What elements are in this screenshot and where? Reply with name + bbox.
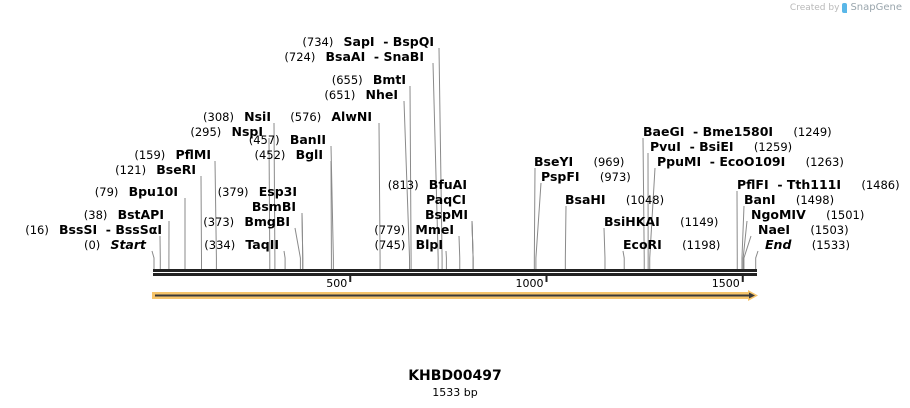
ruler-tick xyxy=(545,276,548,282)
restriction-site-label[interactable]: (734) SapI - BspQI xyxy=(302,31,434,50)
site-line xyxy=(283,250,286,269)
restriction-site-label[interactable]: BsaHI (1048) xyxy=(565,189,664,208)
restriction-site-label[interactable]: (16) BssSI - BssSαI xyxy=(25,219,162,238)
site-line xyxy=(409,85,412,269)
restriction-site-label[interactable]: (651) NheI xyxy=(324,84,398,103)
site-line xyxy=(642,137,645,269)
restriction-site-label[interactable]: BanI (1498) xyxy=(744,189,834,208)
credit-brand: SnapGene xyxy=(850,2,902,13)
restriction-site-label[interactable]: (38) BstAPI xyxy=(84,204,164,223)
ruler-ticks: 500 1000 1500 xyxy=(326,276,744,290)
restriction-site-label[interactable]: (121) BseRI xyxy=(115,159,196,178)
site-line xyxy=(378,122,381,269)
site-labels: (0) Start(16) BssSI - BssSαI(38) BstAPI (… xyxy=(25,31,900,253)
site-line xyxy=(742,220,748,269)
restriction-site-label[interactable]: (452) BglI xyxy=(254,144,323,163)
site-line xyxy=(330,145,334,269)
site-line xyxy=(535,182,542,269)
restriction-site-label[interactable]: NgoMIV (1501) xyxy=(751,204,864,223)
site-line xyxy=(294,227,301,269)
site-line xyxy=(214,160,217,269)
snapgene-logo-icon xyxy=(842,2,848,13)
restriction-site-label[interactable]: (379) Esp3I xyxy=(218,181,297,200)
restriction-site-label[interactable]: (457) BanII xyxy=(249,129,326,148)
site-line xyxy=(151,250,155,269)
site-line xyxy=(438,47,443,269)
ruler-tick xyxy=(741,276,744,282)
restriction-site-label[interactable]: (79) Bpu10I xyxy=(95,181,178,200)
restriction-site-label[interactable]: (813) BfuAI xyxy=(388,174,467,193)
snapgene-credit: Created by SnapGene xyxy=(790,2,902,13)
restriction-site-label[interactable]: End (1533) xyxy=(765,234,850,253)
restriction-site-label[interactable]: (745) BlpI xyxy=(374,234,443,253)
site-line xyxy=(755,250,759,269)
restriction-site-label[interactable]: (779) MmeI xyxy=(374,219,454,238)
restriction-site-label[interactable]: (0) Start xyxy=(84,234,147,253)
restriction-site-label[interactable]: BseYI (969) xyxy=(534,151,624,170)
restriction-site-label[interactable]: BsiHKAI (1149) xyxy=(604,211,718,230)
restriction-site-label[interactable]: (295) NspI xyxy=(190,121,263,140)
ruler-tick xyxy=(349,276,352,282)
site-line xyxy=(743,235,752,269)
credit-prefix: Created by xyxy=(789,2,840,13)
ruler-tick-label: 1000 xyxy=(516,277,544,290)
site-line xyxy=(273,122,276,269)
site-line xyxy=(458,235,461,269)
site-line xyxy=(268,137,271,269)
dna-backbone xyxy=(153,269,757,276)
sequence-name: KHBD00497 xyxy=(408,368,502,384)
site-line xyxy=(471,220,474,269)
ruler-tick-label: 500 xyxy=(326,277,347,290)
restriction-site-label[interactable]: (373) BmgBI xyxy=(203,211,290,230)
site-line xyxy=(564,205,567,269)
site-lines xyxy=(151,47,759,269)
restriction-site-label[interactable]: BspMI xyxy=(425,207,468,222)
site-line xyxy=(533,167,536,269)
sequence-length: 1533 bp xyxy=(432,386,478,399)
restriction-site-label[interactable]: PflFI - Tth111I (1486) xyxy=(737,174,900,193)
restriction-site-label[interactable]: BsmBI xyxy=(252,199,296,214)
restriction-site-label[interactable]: EcoRI (1198) xyxy=(623,234,720,253)
restriction-site-label[interactable]: (334) TaqII xyxy=(204,234,279,253)
restriction-site-label[interactable]: (576) AlwNI xyxy=(290,106,372,125)
site-line xyxy=(432,62,439,269)
restriction-site-label[interactable]: PvuI - BsiEI (1259) xyxy=(650,136,792,155)
site-line xyxy=(603,227,606,269)
restriction-site-label[interactable]: PspFI (973) xyxy=(541,166,631,185)
restriction-site-label[interactable]: BaeGI - Bme1580I (1249) xyxy=(643,121,832,140)
site-line xyxy=(741,205,745,269)
restriction-site-label[interactable]: NaeI (1503) xyxy=(758,219,849,238)
restriction-site-label[interactable]: (159) PflMI xyxy=(134,144,211,163)
site-line xyxy=(622,250,625,269)
restriction-site-label[interactable]: PaqCI xyxy=(426,192,466,207)
ruler-tick-label: 1500 xyxy=(712,277,740,290)
restriction-site-label[interactable]: PpuMI - EcoO109I (1263) xyxy=(657,151,844,170)
site-line xyxy=(649,167,656,269)
feature-arrow[interactable] xyxy=(152,290,758,301)
restriction-site-label[interactable]: (308) NsiI xyxy=(203,106,271,125)
site-line xyxy=(301,212,304,269)
restriction-site-label[interactable]: (724) BsaAI - SnaBI xyxy=(284,46,424,65)
restriction-site-label[interactable]: (655) BmtI xyxy=(332,69,406,88)
site-line xyxy=(403,100,411,269)
